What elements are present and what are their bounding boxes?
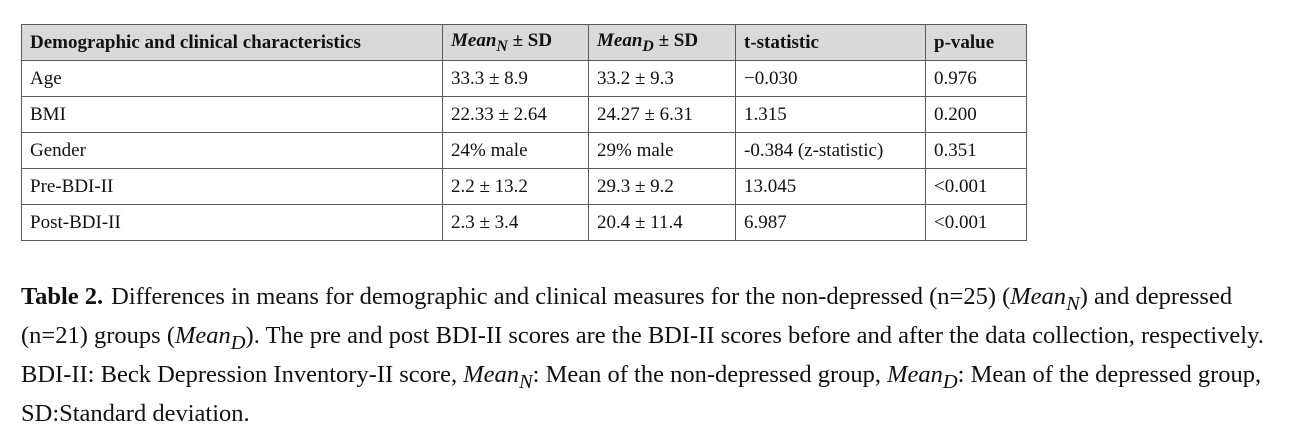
cell-p-value: <0.001 xyxy=(925,168,1027,205)
header-mean-n-var: Mean xyxy=(451,29,497,51)
cell-mean-d: 29.3 ± 9.2 xyxy=(588,168,736,205)
header-row: Demographic and clinical characteristics… xyxy=(21,24,1027,61)
caption-mean-var: Mean xyxy=(887,360,943,388)
cell-t-statistic: -0.384 (z-statistic) xyxy=(735,132,926,169)
header-t-statistic: t-statistic xyxy=(735,24,926,61)
caption-mean-sub: N xyxy=(1066,292,1080,315)
cell-t-statistic: 1.315 xyxy=(735,96,926,133)
table-container: Demographic and clinical characteristics… xyxy=(21,24,1027,241)
cell-mean-d: 20.4 ± 11.4 xyxy=(588,204,736,241)
cell-p-value: 0.976 xyxy=(925,60,1027,97)
header-mean-n-suffix: ± SD xyxy=(507,29,553,51)
cell-mean-n: 2.3 ± 3.4 xyxy=(442,204,589,241)
cell-name: Age xyxy=(21,60,443,97)
cell-name: Pre-BDI-II xyxy=(21,168,443,205)
cell-mean-n: 24% male xyxy=(442,132,589,169)
cell-mean-d: 33.2 ± 9.3 xyxy=(588,60,736,97)
header-characteristics: Demographic and clinical characteristics xyxy=(21,24,443,61)
header-mean-d: MeanD ± SD xyxy=(588,24,736,61)
cell-t-statistic: −0.030 xyxy=(735,60,926,97)
cell-mean-d: 24.27 ± 6.31 xyxy=(588,96,736,133)
table-row: Age 33.3 ± 8.9 33.2 ± 9.3 −0.030 0.976 xyxy=(21,60,1027,97)
cell-p-value: <0.001 xyxy=(925,204,1027,241)
cell-mean-d: 29% male xyxy=(588,132,736,169)
cell-mean-n: 22.33 ± 2.64 xyxy=(442,96,589,133)
table-row: Gender 24% male 29% male -0.384 (z-stati… xyxy=(21,132,1027,169)
table-row: Pre-BDI-II 2.2 ± 13.2 29.3 ± 9.2 13.045 … xyxy=(21,168,1027,205)
header-mean-n-sub: N xyxy=(496,37,508,55)
caption-mean-var: Mean xyxy=(175,321,231,349)
caption-text: ) and depressed (n=21) groups ( xyxy=(21,283,1233,349)
caption-mean-var: Mean xyxy=(1010,283,1067,310)
caption-mean-sub: D xyxy=(942,370,958,393)
header-mean-d-sub: D xyxy=(642,37,654,55)
cell-t-statistic: 13.045 xyxy=(735,168,926,205)
caption-mean-sub: N xyxy=(519,370,533,393)
characteristics-table: Demographic and clinical characteristics… xyxy=(21,24,1027,241)
cell-mean-n: 33.3 ± 8.9 xyxy=(442,60,589,97)
cell-name: Gender xyxy=(21,132,443,169)
caption-text: Differences in means for demographic and… xyxy=(111,283,1011,310)
cell-mean-n: 2.2 ± 13.2 xyxy=(442,168,589,205)
table-row: Post-BDI-II 2.3 ± 3.4 20.4 ± 11.4 6.987 … xyxy=(21,204,1027,241)
cell-p-value: 0.200 xyxy=(925,96,1027,133)
cell-t-statistic: 6.987 xyxy=(735,204,926,241)
header-mean-d-var: Mean xyxy=(597,29,643,51)
caption-label: Table 2. xyxy=(21,283,104,310)
caption-text: : Mean of the depressed group, SD:Standa… xyxy=(21,360,1262,427)
caption-text: : Mean of the non-depressed group, xyxy=(532,360,888,388)
cell-p-value: 0.351 xyxy=(925,132,1027,169)
header-mean-d-suffix: ± SD xyxy=(653,29,699,51)
caption-text: ). The pre and post BDI-II scores are th… xyxy=(21,321,1264,388)
cell-name: BMI xyxy=(21,96,443,133)
table-caption: Table 2. Differences in means for demogra… xyxy=(21,281,1283,429)
table-row: BMI 22.33 ± 2.64 24.27 ± 6.31 1.315 0.20… xyxy=(21,96,1027,133)
caption-mean-var: Mean xyxy=(463,360,520,388)
cell-name: Post-BDI-II xyxy=(21,204,443,241)
caption-mean-sub: D xyxy=(230,331,246,354)
header-p-value: p-value xyxy=(925,24,1027,61)
header-mean-n: MeanN ± SD xyxy=(442,24,589,61)
